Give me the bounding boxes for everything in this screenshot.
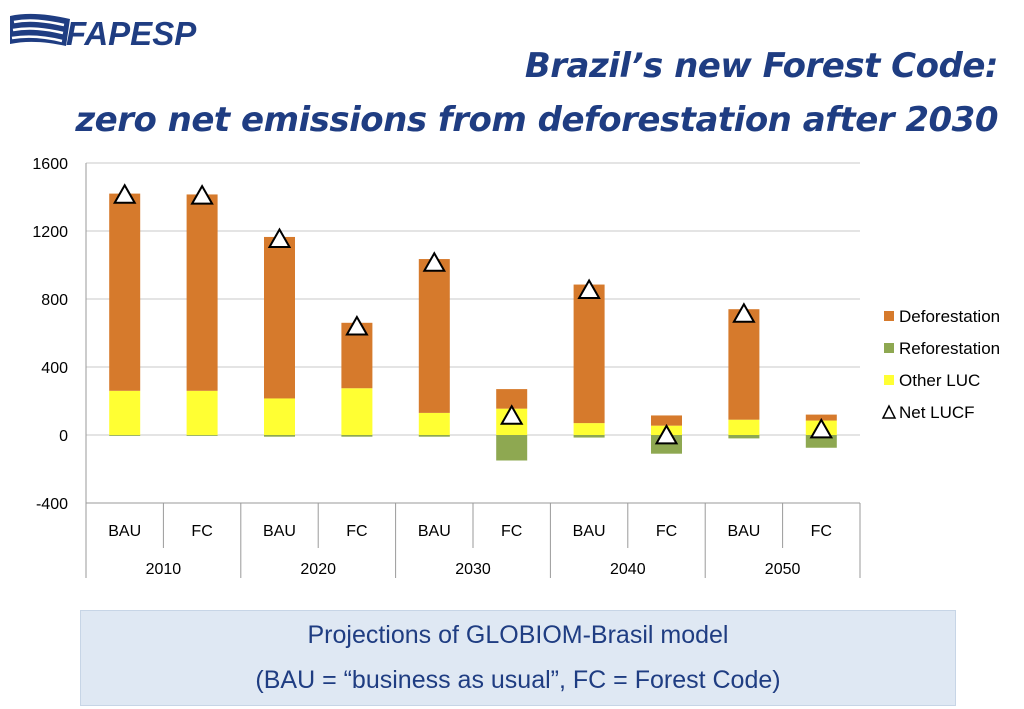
group-label: 2050	[765, 561, 801, 578]
group-label: 2040	[610, 561, 646, 578]
bar-other-luc	[728, 419, 760, 435]
bar-deforestation	[496, 389, 528, 409]
x-tick-label: BAU	[418, 523, 451, 540]
legend-swatch-other-luc	[884, 375, 894, 385]
fapesp-logo: FAPESP	[8, 10, 208, 52]
x-tick-label: FC	[501, 523, 522, 540]
net-lucf-marker	[654, 423, 679, 445]
legend-label: Net LUCF	[899, 403, 975, 422]
x-tick-label: BAU	[573, 523, 606, 540]
legend-label: Other LUC	[899, 371, 980, 390]
y-tick-label: 1600	[32, 156, 68, 173]
net-lucf-marker	[345, 315, 369, 336]
net-lucf-marker	[190, 184, 214, 205]
net-lucf-marker	[732, 302, 756, 323]
net-lucf-marker	[499, 404, 524, 425]
group-label: 2030	[455, 561, 491, 578]
bar-other-luc	[418, 412, 450, 435]
x-tick-label: FC	[191, 523, 212, 540]
bar-other-luc	[341, 388, 373, 435]
bar-deforestation	[186, 194, 218, 391]
bar-reforestation	[728, 435, 760, 439]
x-tick-label: FC	[811, 523, 832, 540]
y-tick-label: 800	[41, 292, 68, 309]
legend-label: Deforestation	[899, 307, 1000, 326]
x-tick-label: BAU	[727, 523, 760, 540]
x-tick-label: FC	[656, 523, 677, 540]
caption-line1: Projections of GLOBIOM-Brasil model	[307, 621, 729, 649]
x-tick-label: FC	[346, 523, 367, 540]
bar-other-luc	[186, 390, 218, 435]
net-lucf-marker	[422, 251, 447, 272]
legend-label: Reforestation	[899, 339, 1000, 358]
group-label: 2020	[300, 561, 336, 578]
legend-swatch-reforestation	[884, 343, 894, 353]
bar-other-luc	[264, 398, 295, 435]
bar-reforestation	[264, 435, 295, 437]
bar-reforestation	[109, 435, 141, 436]
y-tick-label: 400	[41, 360, 68, 377]
legend-swatch-deforestation	[884, 311, 894, 321]
bar-reforestation	[186, 435, 218, 436]
y-tick-label: 1200	[32, 224, 68, 241]
bar-deforestation	[418, 259, 450, 413]
x-tick-label: BAU	[108, 523, 141, 540]
net-lucf-marker	[112, 183, 137, 204]
y-tick-label: -400	[36, 496, 68, 513]
bar-deforestation	[651, 415, 682, 426]
bar-deforestation	[573, 284, 605, 424]
net-lucf-marker	[577, 278, 601, 299]
bar-other-luc	[573, 423, 605, 435]
slide-title-line1: Brazil’s new Forest Code:	[524, 46, 999, 86]
bar-other-luc	[109, 390, 141, 435]
caption-box: Projections of GLOBIOM-Brasil model (BAU…	[80, 610, 956, 706]
slide-title-line2: zero net emissions from deforestation af…	[75, 100, 998, 140]
bar-deforestation	[109, 193, 141, 391]
fapesp-logo-mark: FAPESP	[10, 13, 197, 52]
stacked-bar-chart: 1600 1200 800 400 0 -400 BAU FC BAU FC BAU FC BAU FC B…	[32, 156, 1000, 578]
group-label: 2010	[146, 561, 182, 578]
bar-reforestation	[341, 435, 373, 437]
net-lucf-marker	[809, 417, 834, 439]
svg-text:FAPESP: FAPESP	[66, 15, 197, 52]
legend-swatch-net-lucf	[881, 404, 897, 419]
y-tick-label: 0	[59, 428, 68, 445]
bar-deforestation	[728, 309, 760, 420]
bar-deforestation	[805, 414, 837, 421]
bar-deforestation	[264, 236, 295, 399]
bar-reforestation	[496, 435, 528, 461]
bar-reforestation	[573, 435, 605, 438]
x-tick-label: BAU	[263, 523, 296, 540]
net-lucf-marker	[267, 227, 292, 248]
caption-line2: (BAU = “business as usual”, FC = Forest …	[255, 666, 781, 694]
bar-reforestation	[418, 435, 450, 437]
